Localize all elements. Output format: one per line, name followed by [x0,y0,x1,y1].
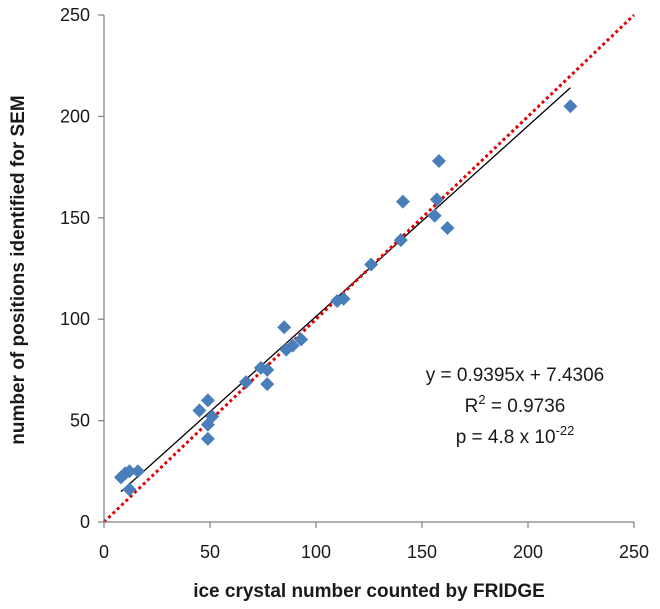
data-point [239,375,254,390]
x-tick-label: 50 [200,542,220,562]
y-tick-label: 150 [60,208,90,228]
x-tick-label: 0 [99,542,109,562]
data-point [440,220,455,235]
y-tick-label: 200 [60,106,90,126]
x-tick-label: 100 [301,542,331,562]
data-point [393,233,408,248]
data-point [192,403,207,418]
y-tick-label: 50 [70,411,90,431]
regression-annotation: y = 0.9395x + 7.4306 R2 = 0.9736 p = 4.8… [426,365,605,448]
data-point [205,409,220,424]
x-tick-label: 250 [619,542,649,562]
data-point [122,482,137,497]
data-point [285,338,300,353]
data-point [431,154,446,169]
data-point [277,320,292,335]
data-point [336,291,351,306]
y-tick-label: 0 [80,512,90,532]
y-tick-label: 250 [60,5,90,25]
data-point [260,377,275,392]
data-point [395,194,410,209]
x-tick-label: 200 [513,542,543,562]
r-squared-label: R2 = 0.9736 [465,392,566,417]
data-point [130,464,145,479]
p-value-label: p = 4.8 x 10-22 [456,423,575,448]
regression-equation: y = 0.9395x + 7.4306 [426,365,605,386]
data-point [200,431,215,446]
data-point [364,257,379,272]
data-point [200,393,215,408]
regression-line [120,87,571,493]
data-point [427,208,442,223]
data-point [294,332,309,347]
data-point [260,362,275,377]
data-point [122,464,137,479]
data-point [429,192,444,207]
y-axis-title: number of positions identified for SEM [8,95,29,444]
data-point [563,99,578,114]
y-tick-label: 100 [60,309,90,329]
x-axis-title: ice crystal number counted by FRIDGE [193,581,545,602]
x-tick-label: 150 [407,542,437,562]
